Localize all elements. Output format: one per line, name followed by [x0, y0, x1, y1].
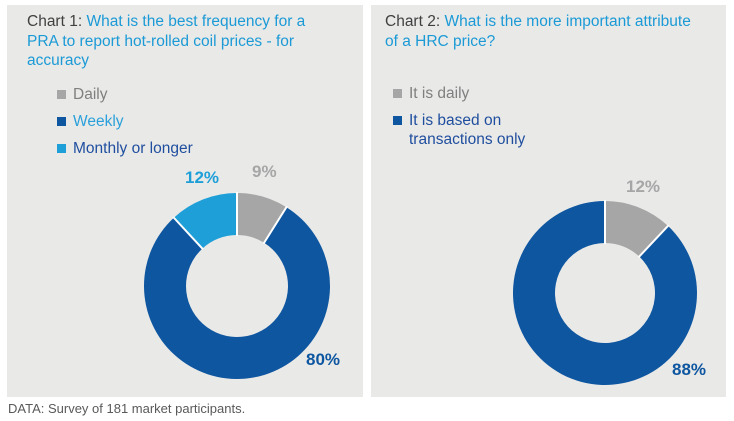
chart1-panel: Chart 1: What is the best frequency for … [7, 5, 363, 397]
legend-label: Weekly [73, 113, 124, 130]
chart2-title-question: What is the more important attribute of … [385, 13, 691, 50]
legend-swatch [57, 90, 66, 99]
legend-swatch [57, 144, 66, 153]
legend-swatch [393, 89, 402, 98]
chart2-donut [513, 200, 697, 385]
donut-slice-it-is-based-on-transactions-only [513, 201, 697, 385]
legend-item: It is based on transactions only [393, 111, 554, 149]
legend-item: Monthly or longer [57, 139, 193, 158]
chart1-title: Chart 1: What is the best frequency for … [27, 12, 331, 71]
slice-separator [262, 205, 288, 245]
slice-separator [172, 216, 204, 250]
data-source-note: DATA: Survey of 181 market participants. [8, 401, 246, 416]
legend-swatch [393, 116, 402, 125]
legend-label: Daily [73, 86, 108, 103]
chart2-title: Chart 2: What is the more important attr… [385, 12, 695, 51]
chart2-title-prefix: Chart 2: [385, 13, 441, 30]
legend-item: Daily [57, 85, 193, 104]
chart2-value-label-transactions-only: 88% [672, 360, 707, 379]
legend-swatch [57, 117, 66, 126]
chart2-legend: It is daily It is based on transactions o… [393, 84, 554, 157]
legend-item: It is daily [393, 84, 554, 103]
chart1-donut [143, 192, 331, 379]
legend-item: Weekly [57, 112, 193, 131]
chart1-title-prefix: Chart 1: [27, 13, 83, 30]
donut-slice-weekly [143, 207, 331, 379]
chart1-value-label-daily: 9% [252, 162, 277, 181]
legend-label: Monthly or longer [73, 140, 193, 157]
chart2-panel: Chart 2: What is the more important attr… [371, 5, 726, 397]
slice-separator [637, 224, 670, 258]
chart1-legend: Daily Weekly Monthly or longer [57, 85, 193, 166]
chart1-value-label-weekly: 80% [306, 350, 341, 369]
donut-slice-daily [237, 193, 287, 243]
chart2-value-label-it-is-daily: 12% [626, 177, 661, 196]
chart1-title-question: What is the best frequency for a PRA to … [27, 13, 306, 69]
chart1-value-label-monthly-or-longer: 12% [185, 168, 220, 187]
legend-label: It is based on transactions only [409, 112, 526, 148]
legend-label: It is daily [409, 85, 470, 102]
